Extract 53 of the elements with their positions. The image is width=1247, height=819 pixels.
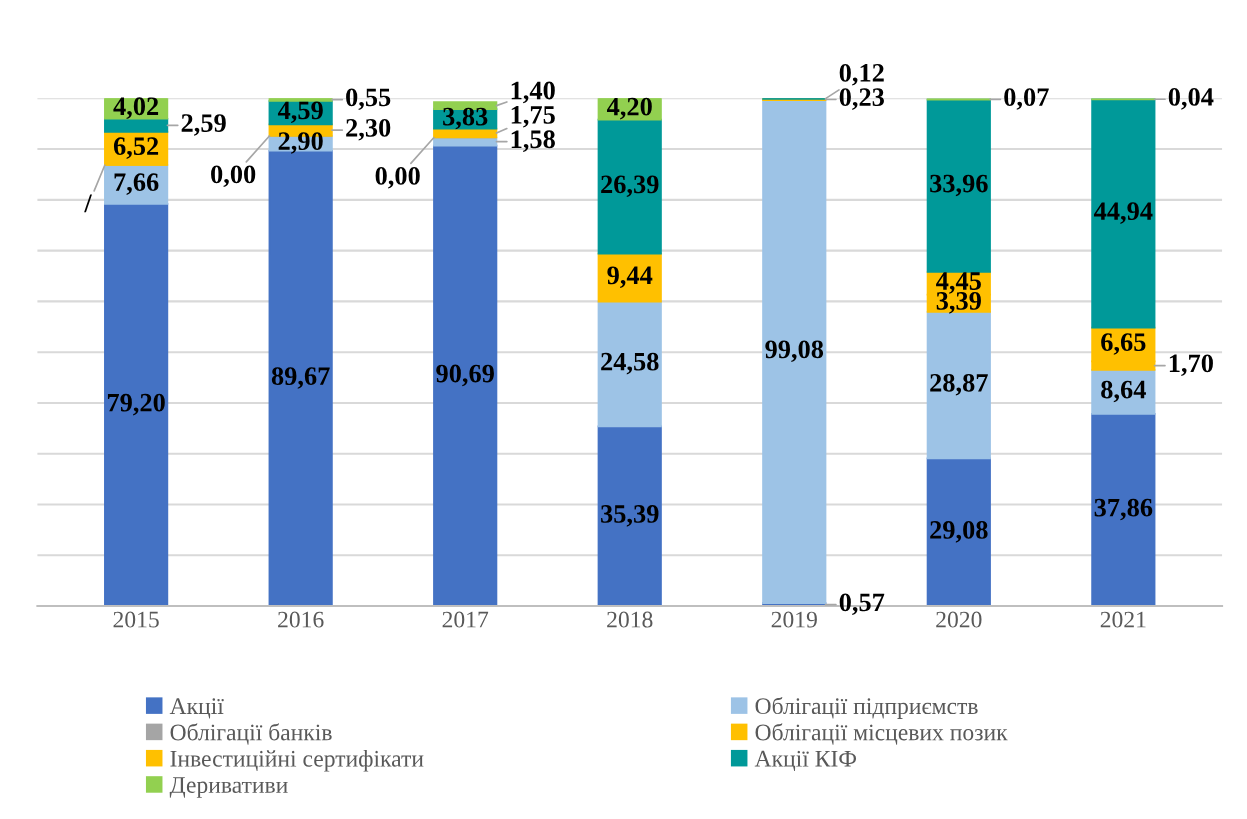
- legend-label: Акції: [169, 698, 224, 719]
- data-label: 0,55: [346, 88, 391, 111]
- data-label: 35,39: [601, 505, 659, 527]
- data-label: 4,45: [936, 272, 981, 294]
- data-label: 3,83: [443, 107, 488, 130]
- data-label: 89,67: [271, 367, 330, 389]
- legend-label: Акції КІФ: [754, 750, 857, 772]
- data-label: 4,59: [277, 101, 323, 124]
- legend-label: Деривативи: [169, 777, 288, 798]
- data-label: 6,52: [113, 137, 159, 159]
- data-label: 2,30: [346, 118, 391, 141]
- data-label: 9,44: [607, 266, 653, 289]
- data-label: 2,90: [278, 132, 323, 154]
- data-label: 37,86: [1094, 498, 1153, 521]
- data-label: 3,39: [936, 292, 981, 314]
- data-label: 0,07: [1004, 88, 1049, 110]
- data-label: 99,08: [765, 340, 824, 363]
- data-label: 2,59: [181, 114, 226, 136]
- data-label: 79,20: [107, 393, 165, 416]
- x-tick-label: 2017: [442, 611, 489, 628]
- data-label: 44,94: [1094, 202, 1153, 224]
- legend-label: Облігації підприємств: [755, 696, 978, 719]
- data-label: 4,20: [607, 97, 652, 120]
- x-tick-label: 2018: [607, 611, 653, 628]
- data-label: 4,02: [113, 97, 159, 119]
- legend-label: Облігації банків: [170, 723, 332, 745]
- data-label: 1,40: [511, 81, 555, 104]
- data-label: 0,23: [839, 88, 884, 110]
- data-label: /: [84, 194, 92, 213]
- data-label: 0,04: [1168, 88, 1214, 110]
- data-label: 24,58: [601, 352, 659, 375]
- legend-label: Облігації місцевих позик: [755, 723, 1008, 745]
- x-tick-label: 2019: [771, 611, 817, 628]
- data-label: 1,58: [511, 130, 555, 152]
- legend-label: Інвестиційні сертифікати: [170, 750, 424, 772]
- data-label: 0,57: [839, 593, 885, 616]
- data-label: 26,39: [601, 175, 659, 198]
- data-label: 7,66: [114, 173, 159, 195]
- x-tick-label: 2016: [278, 611, 324, 628]
- data-label: 28,87: [930, 373, 988, 396]
- x-tick-label: 2020: [936, 611, 982, 628]
- data-label: 33,96: [930, 174, 988, 197]
- data-label: 29,08: [930, 521, 988, 543]
- data-label: 6,65: [1101, 333, 1146, 355]
- data-label: 1,70: [1169, 354, 1213, 377]
- data-label: 0,00: [375, 166, 420, 189]
- data-label: 90,69: [436, 364, 494, 387]
- data-label: 1,75: [511, 106, 555, 128]
- data-label: 0,00: [211, 165, 256, 188]
- data-label: 0,12: [839, 63, 884, 86]
- x-tick-label: 2021: [1100, 611, 1146, 628]
- x-tick-label: 2015: [113, 611, 159, 628]
- data-label: 8,64: [1101, 380, 1146, 403]
